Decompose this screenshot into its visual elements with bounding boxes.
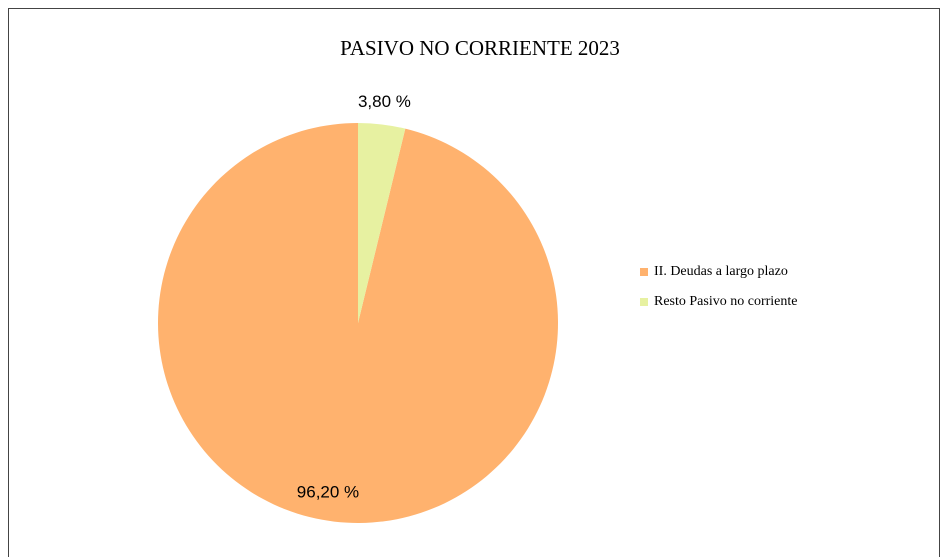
data-label: 3,80 % — [358, 92, 411, 111]
legend-label: II. Deudas a largo plazo — [654, 264, 788, 279]
legend-swatch — [640, 268, 648, 276]
legend-label: Resto Pasivo no corriente — [654, 294, 797, 309]
chart-title: PASIVO NO CORRIENTE 2023 — [340, 36, 620, 60]
pie-slice — [358, 123, 406, 323]
data-label: 96,20 % — [297, 482, 359, 501]
legend-swatch — [640, 298, 648, 306]
